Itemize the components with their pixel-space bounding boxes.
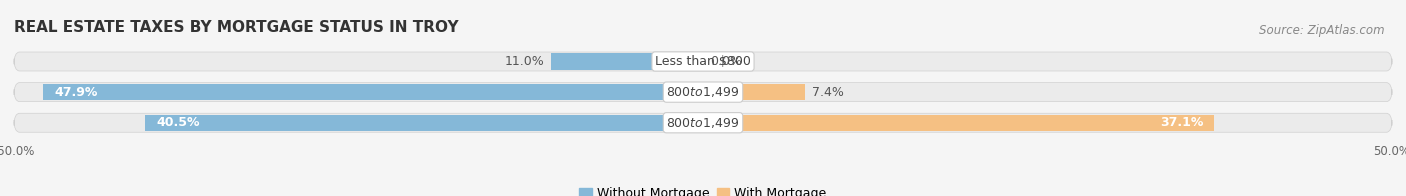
Text: $800 to $1,499: $800 to $1,499	[666, 116, 740, 130]
Bar	[44, 84, 703, 100]
Text: 7.4%: 7.4%	[811, 86, 844, 99]
Text: 37.1%: 37.1%	[1160, 116, 1204, 129]
Legend: Without Mortgage, With Mortgage: Without Mortgage, With Mortgage	[574, 182, 832, 196]
Text: Source: ZipAtlas.com: Source: ZipAtlas.com	[1260, 24, 1385, 36]
FancyBboxPatch shape	[14, 113, 1392, 132]
Bar	[145, 115, 703, 131]
FancyBboxPatch shape	[14, 52, 1392, 71]
Text: 11.0%: 11.0%	[505, 55, 544, 68]
Bar	[551, 54, 703, 70]
Bar	[703, 84, 806, 100]
Text: REAL ESTATE TAXES BY MORTGAGE STATUS IN TROY: REAL ESTATE TAXES BY MORTGAGE STATUS IN …	[14, 20, 458, 35]
Text: 40.5%: 40.5%	[156, 116, 200, 129]
Bar	[703, 115, 1215, 131]
Text: 0.0%: 0.0%	[710, 55, 742, 68]
Text: $800 to $1,499: $800 to $1,499	[666, 85, 740, 99]
Text: Less than $800: Less than $800	[655, 55, 751, 68]
FancyBboxPatch shape	[14, 83, 1392, 102]
Text: 47.9%: 47.9%	[53, 86, 97, 99]
